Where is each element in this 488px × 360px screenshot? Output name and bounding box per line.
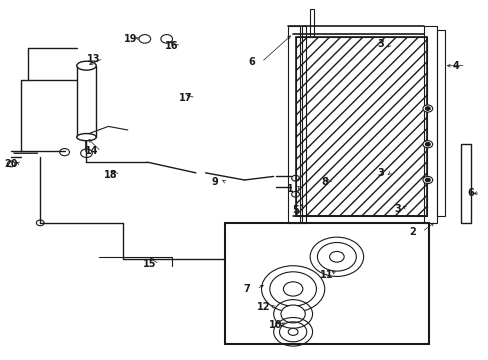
- Bar: [460, 144, 469, 223]
- Text: 3: 3: [377, 39, 383, 49]
- Text: 4: 4: [452, 61, 458, 71]
- Bar: [309, 9, 313, 37]
- Bar: [295, 37, 426, 216]
- Text: 5: 5: [292, 205, 298, 215]
- Circle shape: [422, 105, 432, 112]
- Circle shape: [425, 107, 429, 111]
- Circle shape: [425, 143, 429, 146]
- Circle shape: [281, 305, 305, 323]
- Text: 3: 3: [377, 168, 383, 178]
- Text: 8: 8: [321, 177, 327, 187]
- Text: 9: 9: [211, 177, 218, 187]
- Circle shape: [422, 141, 432, 148]
- Circle shape: [422, 176, 432, 184]
- Bar: [301, 26, 305, 223]
- Circle shape: [7, 161, 15, 167]
- Circle shape: [287, 328, 297, 336]
- Text: 20: 20: [4, 159, 18, 169]
- Text: 12: 12: [257, 302, 270, 312]
- Ellipse shape: [77, 134, 96, 141]
- Text: 13: 13: [87, 54, 101, 64]
- Bar: [424, 26, 436, 223]
- Bar: [224, 223, 428, 344]
- Bar: [77, 66, 96, 137]
- Bar: [436, 30, 445, 216]
- Text: 10: 10: [269, 320, 282, 330]
- Text: 14: 14: [84, 147, 98, 157]
- Text: 11: 11: [320, 270, 333, 280]
- Bar: [287, 26, 300, 223]
- Text: 6: 6: [466, 188, 473, 198]
- Text: 19: 19: [123, 34, 137, 44]
- Text: 6: 6: [248, 57, 255, 67]
- Text: 3: 3: [393, 203, 400, 213]
- Text: 7: 7: [243, 284, 250, 294]
- Ellipse shape: [77, 61, 96, 70]
- Text: 16: 16: [164, 41, 178, 51]
- Circle shape: [329, 251, 344, 262]
- Text: 2: 2: [408, 227, 415, 237]
- Circle shape: [283, 282, 302, 296]
- Bar: [295, 37, 426, 216]
- Text: 18: 18: [104, 170, 117, 180]
- Text: 15: 15: [142, 259, 156, 269]
- Circle shape: [425, 178, 429, 182]
- Text: 17: 17: [179, 93, 192, 103]
- Text: 1: 1: [287, 184, 293, 194]
